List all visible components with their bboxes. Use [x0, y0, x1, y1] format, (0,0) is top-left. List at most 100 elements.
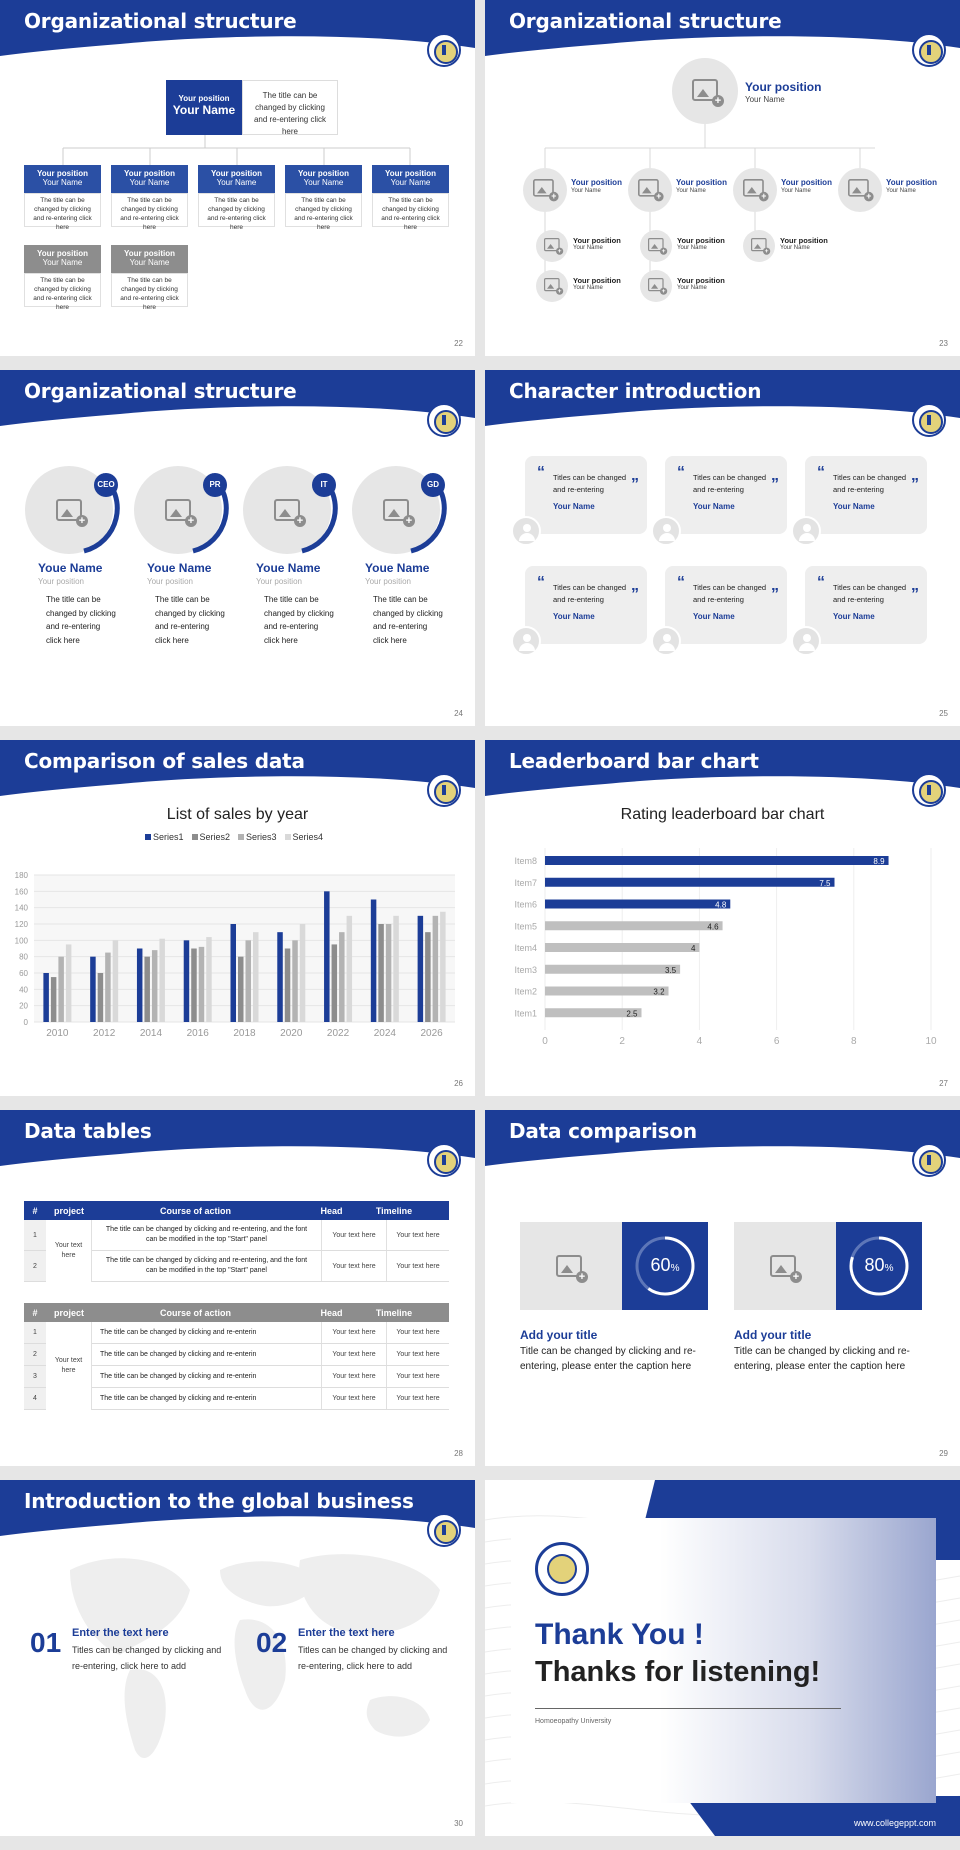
- avatar-circle[interactable]: [536, 230, 568, 262]
- slide-title: Organizational structure: [509, 9, 782, 33]
- image-placeholder-icon[interactable]: [56, 499, 88, 527]
- avatar-circle[interactable]: [640, 230, 672, 262]
- image-placeholder-icon[interactable]: [165, 499, 197, 527]
- character-card[interactable]: “ ” Titles can be changed and re-entering Y…: [525, 566, 647, 644]
- image-placeholder-icon[interactable]: [533, 179, 559, 202]
- leaderboard-bar-chart: 0 2 4 6 8 10 Item8 8.9 Item7 7.5 Item6 4.8 Item5 4.6 I…: [514, 848, 937, 1047]
- slide-24[interactable]: Organizational structure 24 CEO Youe Name Yo…: [0, 370, 475, 726]
- table-row[interactable]: The title can be changed by clicking and…: [92, 1344, 449, 1366]
- image-placeholder-icon[interactable]: [848, 179, 874, 202]
- table-row[interactable]: The title can be changed by clicking and…: [92, 1220, 449, 1251]
- table-row[interactable]: The title can be changed by clicking and…: [92, 1251, 449, 1282]
- position-label: Your position: [571, 178, 622, 187]
- position-box[interactable]: Your position Your Name: [24, 245, 101, 273]
- image-placeholder-icon[interactable]: [648, 238, 668, 255]
- image-placeholder-icon[interactable]: [556, 1255, 588, 1283]
- legend-label: Series2: [199, 832, 231, 842]
- position-box[interactable]: Your position Your Name: [111, 245, 188, 273]
- university-logo-icon: [535, 1542, 589, 1596]
- person-card[interactable]: IT Youe Name Your position The title can be…: [242, 465, 342, 665]
- slide-title: Organizational structure: [24, 9, 297, 33]
- avatar-circle[interactable]: [743, 230, 775, 262]
- percent-value: 80: [864, 1255, 885, 1275]
- slide-29[interactable]: Data comparison 29 60% Add your title Title …: [485, 1110, 960, 1466]
- bar-series1: [43, 973, 49, 1022]
- user-avatar-icon: [511, 626, 541, 656]
- leaderboard-bar: [545, 964, 681, 974]
- row-number: 3: [24, 1366, 46, 1388]
- character-name: Your Name: [553, 612, 595, 621]
- header-wave: [485, 1110, 960, 1166]
- continent-shape: [220, 1561, 320, 1607]
- character-card[interactable]: “ ” Titles can be changed and re-entering Y…: [805, 566, 927, 644]
- avatar-circle[interactable]: [536, 270, 568, 302]
- slide-31[interactable]: Thank You ! Thanks for listening! Homoeopa…: [485, 1480, 960, 1836]
- open-quote-icon: “: [677, 574, 685, 591]
- description-box: The title can be changed by clicking and…: [285, 193, 362, 231]
- table-row[interactable]: The title can be changed by clicking and…: [92, 1366, 449, 1388]
- course-cell: The title can be changed by clicking and…: [92, 1251, 322, 1281]
- avatar-circle[interactable]: [628, 168, 672, 212]
- y-tick-label: Item2: [514, 987, 537, 997]
- bar-series1: [370, 899, 377, 1022]
- image-placeholder-icon[interactable]: [770, 1255, 802, 1283]
- image-placeholder-icon[interactable]: [544, 278, 564, 295]
- image-placeholder-icon[interactable]: [751, 238, 771, 255]
- quote-text: Titles can be changed and re-entering: [693, 473, 767, 494]
- x-tick-label: 2022: [327, 1028, 350, 1039]
- position-box[interactable]: Your position Your Name: [24, 165, 101, 193]
- x-tick-label: 2016: [187, 1028, 210, 1039]
- slide-27[interactable]: Leaderboard bar chart 27 Rating leaderboar…: [485, 740, 960, 1096]
- slide-30[interactable]: Introduction to the global business 30 01 E…: [0, 1480, 475, 1836]
- user-avatar-icon: [791, 626, 821, 656]
- image-placeholder[interactable]: [520, 1222, 622, 1310]
- image-placeholder-icon[interactable]: [383, 499, 415, 527]
- top-position-box[interactable]: Your position Your Name: [166, 80, 242, 135]
- avatar-circle[interactable]: [838, 168, 882, 212]
- slide-title: Introduction to the global business: [24, 1489, 414, 1513]
- avatar-circle[interactable]: [672, 58, 738, 124]
- y-tick-label: Item3: [514, 965, 537, 975]
- slide-23[interactable]: Organizational structure23Your positionY…: [485, 0, 960, 356]
- position-box[interactable]: Your position Your Name: [372, 165, 449, 193]
- x-tick-label: 0: [542, 1036, 548, 1047]
- table-row[interactable]: The title can be changed by clicking and…: [92, 1388, 449, 1410]
- bar-series3: [245, 940, 251, 1022]
- table-header-cell: project: [53, 1307, 84, 1318]
- image-placeholder[interactable]: [734, 1222, 836, 1310]
- table-row[interactable]: The title can be changed by clicking and…: [92, 1322, 449, 1344]
- slide-28[interactable]: Data tables 28 # project Course of action Hea…: [0, 1110, 475, 1466]
- avatar-circle[interactable]: [733, 168, 777, 212]
- position-box[interactable]: Your position Your Name: [111, 165, 188, 193]
- image-placeholder-icon[interactable]: [743, 179, 769, 202]
- y-tick-label: Item5: [514, 921, 537, 931]
- image-placeholder-icon[interactable]: [274, 499, 306, 527]
- sales-bar-chart: 0 20 40 60 80 100 120 140 160 180 2010 2012 2014 2016…: [15, 871, 455, 1039]
- avatar-circle[interactable]: [523, 168, 567, 212]
- position-label: Your position: [573, 236, 621, 245]
- character-card[interactable]: “ ” Titles can be changed and re-entering Y…: [665, 456, 787, 534]
- position-box[interactable]: Your position Your Name: [198, 165, 275, 193]
- person-card[interactable]: PR Youe Name Your position The title can be…: [133, 465, 233, 665]
- position-box[interactable]: Your position Your Name: [285, 165, 362, 193]
- slide-title: Comparison of sales data: [24, 749, 305, 773]
- person-card[interactable]: GD Youe Name Your position The title can be…: [351, 465, 451, 665]
- y-tick-label: 140: [15, 904, 29, 913]
- image-placeholder-icon[interactable]: [544, 238, 564, 255]
- slide-22[interactable]: Organizational structure 22 Your position Y…: [0, 0, 475, 356]
- character-card[interactable]: “ ” Titles can be changed and re-entering Y…: [525, 456, 647, 534]
- image-placeholder-icon[interactable]: [638, 179, 664, 202]
- avatar-circle[interactable]: [640, 270, 672, 302]
- character-card[interactable]: “ ” Titles can be changed and re-entering Y…: [805, 456, 927, 534]
- close-quote-icon: ”: [631, 586, 639, 603]
- character-card[interactable]: “ ” Titles can be changed and re-entering Y…: [665, 566, 787, 644]
- image-placeholder-icon[interactable]: [692, 79, 724, 107]
- table-header-cell: Course of action: [159, 1307, 231, 1318]
- person-card[interactable]: CEO Youe Name Your position The title can b…: [24, 465, 124, 665]
- image-placeholder-icon[interactable]: [648, 278, 668, 295]
- top-description-box[interactable]: The title can be changed by clicking and…: [242, 80, 338, 136]
- slide-26[interactable]: Comparison of sales data 26 List of sales …: [0, 740, 475, 1096]
- slide-25[interactable]: Character introduction 25 “” Titles can be …: [485, 370, 960, 726]
- role-badge: IT: [312, 473, 336, 497]
- course-cell: The title can be changed by clicking and…: [92, 1388, 322, 1409]
